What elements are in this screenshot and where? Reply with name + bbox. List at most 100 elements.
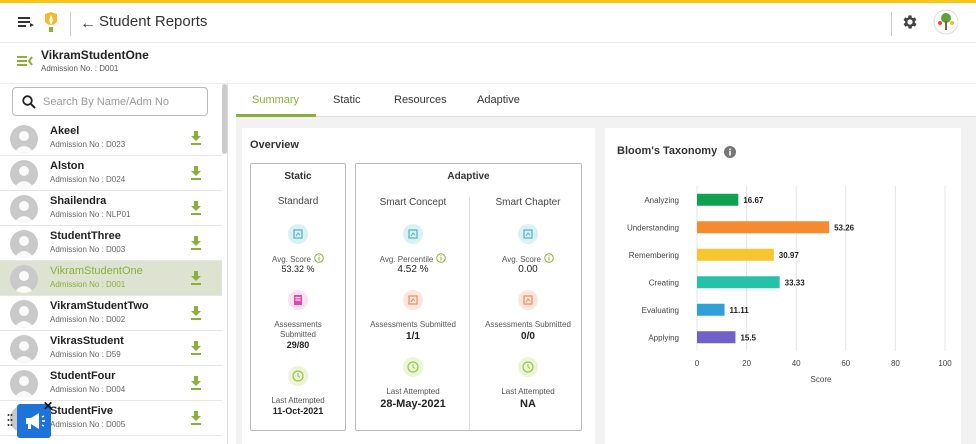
last-attempted-value: 28-May-2021: [380, 398, 446, 410]
drag-handle-icon[interactable]: [7, 412, 13, 428]
static-box: Static Standard Avg. Score 53.32 % Asses…: [250, 163, 346, 431]
download-icon[interactable]: [190, 341, 202, 355]
selected-student-bar: VikramStudentOne Admission No. : D001: [0, 44, 976, 84]
last-attempted-value: NA: [520, 398, 536, 410]
student-admission: Admission No : NLP01: [50, 210, 131, 219]
assessments-label-2: Submitted: [279, 330, 317, 339]
app-logo-icon[interactable]: [43, 12, 59, 34]
sidebar-scrollbar[interactable]: [222, 84, 227, 154]
tab-summary[interactable]: Summary: [252, 94, 300, 106]
avatar: [10, 370, 38, 398]
student-admission: Admission No : D002: [50, 315, 126, 324]
blooms-title: Bloom's Taxonomy: [617, 145, 718, 157]
close-icon[interactable]: ✕: [43, 399, 54, 413]
assessments-icon: [403, 290, 423, 310]
category-label: Applying: [648, 333, 679, 342]
avg-percentile-label: Avg. Percentile: [358, 253, 468, 265]
value-label: 53.26: [834, 223, 855, 232]
download-icon[interactable]: [190, 306, 202, 320]
avg-score-label: Avg. Score: [251, 253, 345, 265]
student-name: StudentThree: [50, 230, 121, 242]
avatar: [10, 230, 38, 258]
download-icon[interactable]: [190, 166, 202, 180]
student-list-item[interactable]: VikramStudentTwo Admission No : D002: [0, 296, 222, 331]
category-label: Understanding: [627, 223, 679, 232]
info-icon[interactable]: [436, 253, 447, 263]
student-name: VikrasStudent: [50, 335, 124, 347]
student-list-item[interactable]: VikramStudentOne Admission No : D001: [0, 261, 222, 296]
collapse-sidebar-icon[interactable]: [17, 54, 33, 68]
search-icon: [22, 95, 36, 109]
student-list-item[interactable]: StudentFour Admission No : D004: [0, 366, 222, 401]
value-label: 11.11: [730, 306, 750, 315]
info-icon[interactable]: [544, 253, 554, 263]
gear-icon[interactable]: [901, 13, 919, 31]
download-icon[interactable]: [190, 201, 202, 215]
avg-percentile-value: 4.52 %: [397, 264, 429, 275]
student-list-item[interactable]: Alston Admission No : D024: [0, 156, 222, 191]
student-list-item[interactable]: Akeel Admission No : D023: [0, 121, 222, 156]
x-tick-label: 60: [841, 359, 850, 368]
blooms-taxonomy-card: Bloom's Taxonomy 0 20 40 60 80 100 Analyzing 16…: [605, 128, 961, 444]
x-tick-label: 20: [742, 359, 751, 368]
report-tabs: Summary Static Resources Adaptive: [236, 84, 976, 117]
bar: [697, 193, 739, 206]
student-name: Shailendra: [50, 195, 107, 207]
clock-icon: [288, 366, 308, 386]
top-accent-line: [0, 0, 976, 3]
tab-adaptive[interactable]: Adaptive: [477, 94, 520, 106]
app-header: ← Student Reports: [0, 3, 976, 43]
avatar: [10, 335, 38, 363]
student-sidebar: Akeel Admission No : D023 Alston Admission …: [0, 84, 228, 444]
value-label: 30.97: [779, 251, 800, 260]
header-divider: [70, 12, 71, 36]
student-list-item[interactable]: Shailendra Admission No : NLP01: [0, 191, 222, 226]
bar: [697, 303, 725, 316]
download-icon[interactable]: [190, 131, 202, 145]
x-tick-label: 80: [891, 359, 900, 368]
avg-score-value: 0.00: [518, 264, 538, 275]
avatar: [10, 160, 38, 188]
tab-static[interactable]: Static: [333, 94, 361, 106]
tab-resources[interactable]: Resources: [394, 94, 447, 106]
adaptive-title: Adaptive: [447, 171, 490, 182]
assessments-icon: [518, 290, 538, 310]
page-title: Student Reports: [99, 13, 208, 30]
student-name: StudentFour: [50, 370, 116, 382]
announcement-button[interactable]: [17, 404, 51, 438]
bar: [697, 248, 774, 261]
smart-concept-column: Smart Concept Avg. Percentile 4.52 % Ass…: [358, 197, 468, 427]
download-icon[interactable]: [190, 411, 202, 425]
adaptive-divider: [469, 197, 470, 430]
search-box[interactable]: [12, 87, 208, 116]
student-admission: Admission No : D003: [50, 245, 126, 254]
info-icon[interactable]: [724, 146, 736, 158]
school-logo-icon[interactable]: [933, 9, 959, 35]
avg-score-label: Avg. Score: [473, 253, 583, 265]
bar: [697, 221, 830, 234]
search-input[interactable]: [43, 93, 203, 111]
download-icon[interactable]: [190, 271, 202, 285]
megaphone-icon: [26, 413, 45, 429]
student-admission: Admission No : D005: [50, 420, 126, 429]
assessments-icon: [288, 290, 308, 310]
avatar: [10, 195, 38, 223]
category-label: Evaluating: [642, 306, 679, 315]
student-name: Akeel: [50, 125, 80, 137]
student-list-item[interactable]: StudentThree Admission No : D003: [0, 226, 222, 261]
smart-concept-head: Smart Concept: [379, 197, 447, 208]
download-icon[interactable]: [190, 376, 202, 390]
student-list-item[interactable]: VikrasStudent Admission No : D59: [0, 331, 222, 366]
back-arrow-icon[interactable]: ←: [80, 15, 96, 32]
info-icon[interactable]: [314, 253, 324, 263]
menu-icon[interactable]: [18, 15, 34, 29]
student-admission: Admission No : D023: [50, 140, 126, 149]
assessments-value: 29/80: [286, 340, 310, 350]
bar: [697, 331, 736, 344]
static-title: Static: [284, 171, 312, 182]
avg-score-icon: [518, 224, 538, 244]
download-icon[interactable]: [190, 236, 202, 250]
selected-student-admission: Admission No. : D001: [41, 64, 119, 73]
category-label: Creating: [649, 278, 679, 287]
last-attempted-label: Last Attempted: [271, 396, 325, 405]
